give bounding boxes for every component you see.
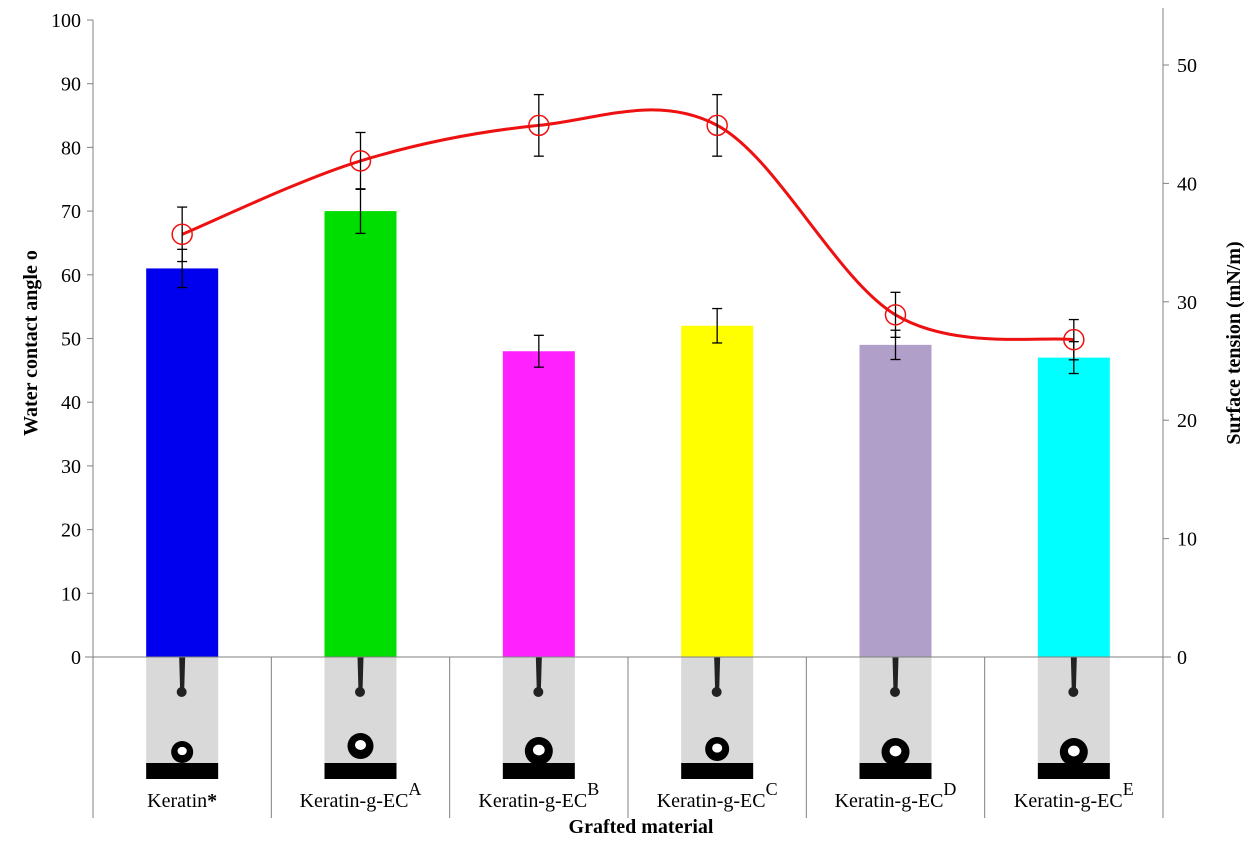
needle-drop (890, 687, 900, 697)
droplet-image-2 (324, 657, 397, 779)
category-label-1: Keratin* (147, 790, 217, 812)
needle (535, 657, 542, 692)
droplet-image-5 (859, 657, 932, 779)
substrate (146, 763, 219, 779)
bar-1 (146, 268, 219, 657)
line-marker-2 (349, 150, 372, 172)
surface-tension-line (181, 108, 1075, 342)
category-label-3: Keratin-g-ECB (478, 779, 599, 812)
y-tick-label-right: 50 (1177, 55, 1197, 77)
y-tick-label-left: 90 (61, 74, 81, 96)
line-marker-5 (884, 304, 907, 326)
needle (179, 657, 186, 692)
y-tick-label-left: 100 (51, 10, 81, 32)
y-tick-label-right: 30 (1177, 292, 1197, 314)
droplet-image-3 (502, 657, 575, 779)
category-label-4: Keratin-g-ECC (657, 779, 778, 812)
substrate (1037, 763, 1110, 779)
bar-4 (681, 325, 754, 657)
needle-drop (355, 687, 365, 697)
y-tick-label-right: 0 (1177, 647, 1187, 669)
labels-layer: 0 10 20 30 40 50 60 70 80 90 100 0 10 20 30 40 50 Keratin… (51, 10, 1197, 812)
x-axis-title: Grafted material (569, 816, 714, 838)
needle (1070, 657, 1077, 692)
y-tick-label-left: 20 (61, 520, 81, 542)
y-tick-label-left: 80 (61, 137, 81, 159)
line-marker-1 (171, 223, 193, 246)
line-error-4 (712, 93, 723, 157)
drop-highlight (889, 745, 902, 757)
y-tick-label-left: 0 (71, 647, 81, 669)
line-error-6 (1068, 318, 1079, 361)
bar-6 (1037, 357, 1110, 657)
y-tick-label-left: 30 (61, 456, 81, 478)
droplet-image-4 (681, 657, 754, 779)
substrate (502, 763, 575, 779)
axes-layer (85, 8, 1171, 818)
drop-highlight (532, 744, 545, 756)
drop-highlight (355, 740, 366, 750)
bar-error-3 (533, 334, 544, 368)
needle-drop (711, 687, 722, 697)
y-tick-label-right: 20 (1177, 410, 1197, 432)
bar-error-4 (712, 307, 723, 344)
line-marker-3 (528, 114, 550, 137)
surface-tension-line-layer (171, 93, 1085, 361)
bar-3 (502, 351, 575, 657)
drop-highlight (1067, 745, 1080, 757)
category-label-6: Keratin-g-ECE (1014, 779, 1134, 812)
substrate (859, 763, 932, 779)
droplet-images (146, 657, 1110, 779)
droplet-image-6 (1037, 657, 1110, 779)
needle (714, 657, 721, 692)
needle-drop (176, 687, 187, 697)
y-axis-title-right: Surface tension (mN/m) (1223, 241, 1245, 444)
y-tick-label-left: 70 (61, 201, 81, 223)
line-error-2 (355, 131, 366, 190)
line-marker-6 (1063, 328, 1085, 351)
needle-drop (1068, 687, 1079, 697)
bar-5 (859, 344, 932, 657)
line-marker-4 (706, 114, 728, 137)
line-error-5 (890, 291, 901, 338)
substrate (681, 763, 754, 779)
y-axis-title-left: Water contact angle o (20, 250, 42, 436)
substrate (324, 763, 397, 779)
category-label-2: Keratin-g-ECA (300, 779, 422, 812)
y-tick-label-right: 40 (1177, 173, 1197, 195)
bar-2 (324, 211, 397, 657)
needle (892, 657, 899, 692)
droplet-image-1 (146, 657, 219, 779)
y-tick-label-left: 10 (61, 583, 81, 605)
bars-layer (146, 188, 1110, 657)
drop-highlight (177, 746, 187, 756)
drop-highlight (712, 743, 723, 753)
category-label-5: Keratin-g-ECD (835, 779, 957, 812)
y-tick-label-left: 60 (61, 265, 81, 287)
line-error-3 (533, 93, 544, 157)
needle (357, 657, 364, 692)
y-tick-label-right: 10 (1177, 529, 1197, 551)
y-tick-label-left: 40 (61, 392, 81, 414)
needle-drop (533, 687, 544, 697)
y-tick-label-left: 50 (61, 329, 81, 351)
line-error-1 (177, 206, 188, 263)
